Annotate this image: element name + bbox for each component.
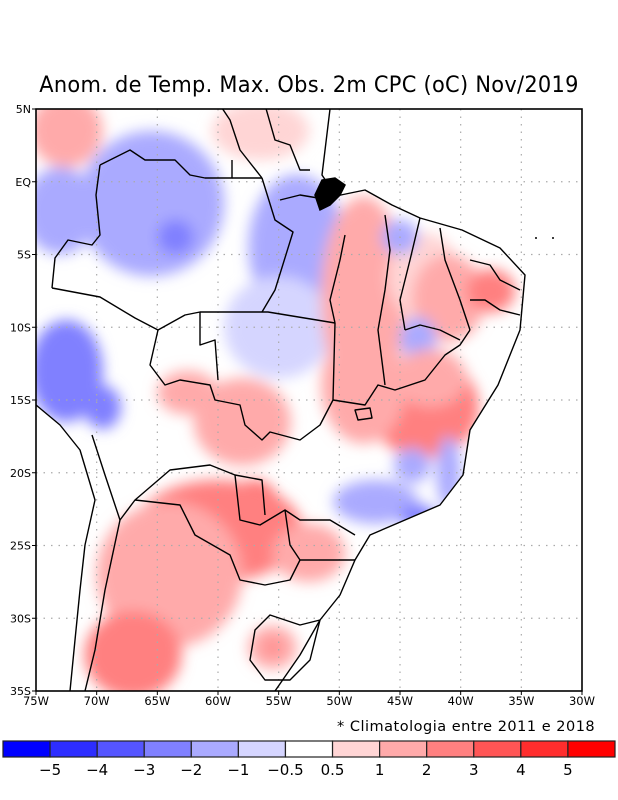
island-dot bbox=[552, 237, 554, 239]
y-axis-ticks: 5N EQ 5S 10S 15S 20S 25S 30S 35S bbox=[10, 103, 36, 698]
anomaly-region bbox=[96, 501, 243, 648]
anomaly-region bbox=[84, 610, 182, 691]
y-tick-label: EQ bbox=[15, 176, 31, 189]
x-tick-label: 65W bbox=[144, 694, 170, 708]
map-title: Anom. de Temp. Max. Obs. 2m CPC (oC) Nov… bbox=[39, 72, 579, 98]
anomaly-region bbox=[157, 219, 194, 255]
anomaly-region bbox=[466, 269, 516, 313]
border-line bbox=[377, 214, 391, 386]
y-tick-label: 30S bbox=[10, 612, 31, 625]
border-line bbox=[149, 322, 336, 441]
border-line bbox=[284, 509, 355, 561]
x-tick-label: 70W bbox=[84, 694, 110, 708]
y-tick-label: 5S bbox=[17, 249, 31, 262]
pacific-ocean bbox=[36, 405, 95, 691]
border-line bbox=[469, 259, 521, 291]
border-line bbox=[354, 407, 373, 421]
border-line bbox=[91, 434, 266, 521]
anomaly-region bbox=[36, 319, 103, 422]
x-tick-label: 30W bbox=[569, 694, 595, 708]
border-line bbox=[265, 109, 310, 171]
anomaly-region bbox=[393, 349, 467, 408]
island-dot bbox=[535, 237, 537, 239]
climatology-note: * Climatologia entre 2011 e 2018 bbox=[337, 719, 596, 735]
x-tick-label: 60W bbox=[205, 694, 231, 708]
x-tick-label: 45W bbox=[387, 694, 413, 708]
border-line bbox=[84, 519, 121, 691]
border-line bbox=[51, 287, 336, 331]
border-line bbox=[329, 234, 346, 324]
y-tick-label: 25S bbox=[10, 540, 31, 553]
border-line bbox=[274, 109, 526, 691]
y-tick-label: 10S bbox=[10, 321, 31, 334]
anomaly-region bbox=[272, 523, 346, 582]
border-line bbox=[199, 312, 219, 381]
border-line bbox=[399, 217, 421, 331]
border-line bbox=[261, 177, 294, 313]
marajo-island bbox=[314, 177, 346, 212]
y-tick-label: 5N bbox=[16, 103, 31, 116]
border-line bbox=[332, 329, 471, 406]
anomaly-region bbox=[36, 109, 103, 168]
anomaly-region bbox=[193, 378, 291, 466]
anomaly-region bbox=[265, 640, 280, 655]
country-borders bbox=[36, 109, 526, 691]
x-tick-label: 40W bbox=[448, 694, 474, 708]
y-tick-label: 20S bbox=[10, 467, 31, 480]
x-tick-label: 55W bbox=[266, 694, 292, 708]
border-line bbox=[439, 227, 471, 331]
grid-lines bbox=[36, 109, 582, 691]
anomaly-region bbox=[333, 480, 419, 524]
y-tick-label: 15S bbox=[10, 394, 31, 407]
border-line bbox=[470, 299, 521, 316]
x-tick-label: 75W bbox=[23, 694, 49, 708]
y-tick-label: 35S bbox=[10, 685, 31, 698]
x-tick-label: 35W bbox=[508, 694, 534, 708]
border-line bbox=[51, 164, 101, 289]
anomaly-region bbox=[36, 167, 97, 255]
border-line bbox=[99, 149, 233, 179]
x-tick-label: 50W bbox=[326, 694, 352, 708]
atlantic-ocean bbox=[275, 109, 582, 691]
anomaly-region bbox=[84, 385, 121, 430]
ocean-mask bbox=[36, 109, 582, 691]
x-axis-ticks: 75W 70W 65W 60W 55W 50W 45W 40W 35W 30W bbox=[23, 691, 595, 708]
border-line bbox=[404, 324, 461, 341]
anomaly-region bbox=[321, 327, 407, 444]
border-line bbox=[249, 614, 321, 681]
border-line bbox=[221, 109, 263, 179]
anomaly-region bbox=[211, 109, 309, 160]
border-line bbox=[134, 499, 301, 586]
anomaly-region bbox=[393, 448, 431, 483]
border-line bbox=[36, 404, 96, 691]
